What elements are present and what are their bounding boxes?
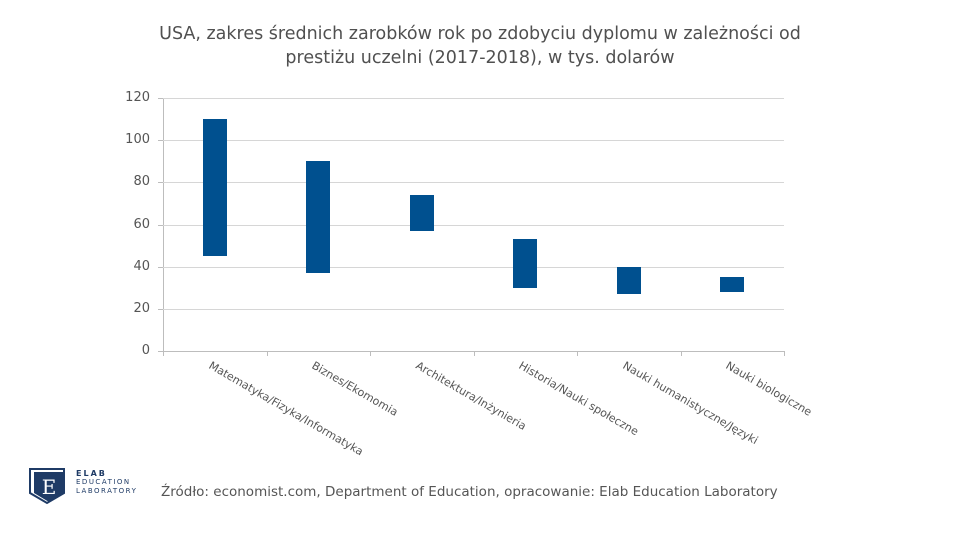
y-tick-label: 120: [125, 90, 150, 105]
range-bar: [720, 277, 745, 292]
logo-line-2: EDUCATION: [76, 478, 131, 486]
y-tick: [158, 182, 163, 184]
gridline: [163, 140, 784, 142]
y-tick-label: 40: [133, 258, 150, 274]
y-tick-label: 80: [133, 174, 150, 190]
range-bar: [616, 266, 641, 295]
shield-logo-icon: E: [29, 468, 65, 505]
y-tick: [158, 140, 163, 142]
x-tick: [784, 351, 785, 356]
range-bar: [306, 161, 331, 273]
chart-title: USA, zakres średnich zarobków rok po zdo…: [0, 22, 960, 70]
y-tick: [158, 224, 163, 226]
gridline: [163, 182, 784, 184]
logo-line-3: LABORATORY: [76, 487, 138, 495]
x-tick-label: Biznes/Ekomomia: [309, 359, 401, 419]
gridline: [163, 266, 784, 268]
chart-title-line-2: prestiżu uczelni (2017-2018), w tys. dol…: [285, 48, 675, 68]
x-tick: [370, 351, 371, 356]
logo-line-1: ELAB: [76, 469, 107, 478]
y-tick-label: 0: [141, 343, 150, 358]
x-tick: [163, 351, 164, 356]
range-bar: [202, 119, 227, 257]
range-bar: [409, 194, 434, 231]
chart-title-line-1: USA, zakres średnich zarobków rok po zdo…: [159, 24, 801, 44]
logo-text: ELAB EDUCATION LABORATORY: [76, 469, 137, 496]
y-tick: [158, 266, 163, 268]
range-bar: [513, 239, 538, 288]
x-tick-label: Architektura/Inżynieria: [413, 359, 529, 433]
y-tick-label: 20: [133, 300, 150, 316]
x-tick: [577, 351, 578, 356]
gridline: [163, 224, 784, 226]
plot-area: [158, 98, 785, 356]
y-tick: [158, 98, 163, 99]
y-tick-label: 100: [125, 132, 150, 148]
x-tick: [266, 351, 268, 356]
x-tick: [473, 351, 475, 356]
gridline: [163, 308, 784, 310]
elab-logo: E ELAB EDUCATION LABORATORY: [28, 467, 136, 507]
x-tick-label: Nauki biologiczne: [723, 359, 815, 419]
svg-text:E: E: [42, 475, 57, 499]
y-tick: [158, 351, 163, 352]
x-tick: [680, 351, 682, 356]
source-note: Źródło: economist.com, Department of Edu…: [161, 484, 778, 500]
y-tick: [158, 308, 163, 310]
gridline: [163, 98, 784, 99]
y-tick-label: 60: [133, 216, 150, 232]
